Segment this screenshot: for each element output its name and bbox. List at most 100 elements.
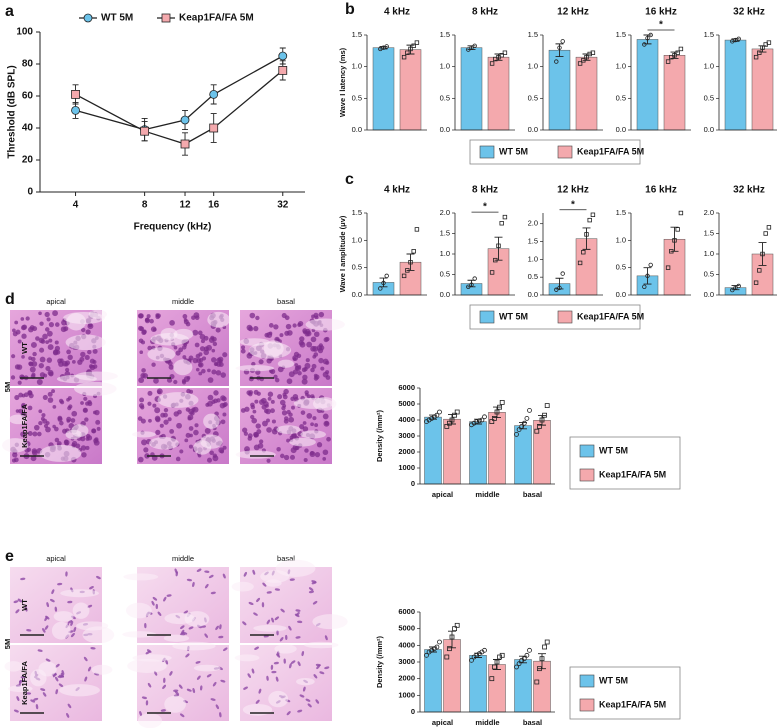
nucleus bbox=[298, 340, 304, 346]
data-point bbox=[648, 32, 653, 38]
data-point bbox=[411, 43, 416, 48]
data-point bbox=[499, 53, 504, 58]
histology-image bbox=[235, 388, 337, 464]
nucleus bbox=[35, 336, 40, 341]
nucleus bbox=[303, 366, 308, 372]
y-tick-label: 1.0 bbox=[528, 62, 538, 71]
nucleus bbox=[182, 355, 187, 359]
nucleus bbox=[240, 348, 246, 354]
bar bbox=[533, 420, 551, 485]
panel-label: c bbox=[345, 171, 354, 188]
nucleus bbox=[279, 333, 284, 338]
nucleus bbox=[289, 454, 295, 460]
nucleus bbox=[147, 682, 152, 688]
data-point bbox=[648, 262, 653, 268]
nucleus bbox=[48, 322, 55, 328]
nucleus bbox=[141, 368, 146, 373]
histology-image bbox=[10, 567, 115, 644]
nucleus bbox=[84, 417, 89, 422]
legend-swatch bbox=[557, 310, 573, 324]
legend-swatch bbox=[579, 444, 595, 458]
nucleus bbox=[16, 696, 20, 702]
data-point bbox=[452, 626, 458, 632]
data-point bbox=[557, 45, 562, 50]
error-bar bbox=[731, 38, 740, 42]
nucleus bbox=[246, 390, 252, 396]
nucleus bbox=[266, 458, 271, 463]
x-tick-label: basal bbox=[523, 490, 542, 499]
y-tick-label: 0.0 bbox=[440, 290, 450, 299]
nucleus bbox=[32, 351, 37, 357]
data-point bbox=[401, 273, 407, 279]
nucleus bbox=[216, 398, 221, 403]
nucleus bbox=[65, 571, 68, 577]
nucleus bbox=[39, 356, 46, 363]
tissue bbox=[71, 424, 89, 437]
data-point bbox=[497, 404, 503, 410]
nucleus bbox=[160, 412, 166, 418]
nucleus bbox=[21, 333, 27, 339]
bar bbox=[548, 49, 571, 131]
data-point bbox=[71, 106, 80, 115]
y-tick-label: 0.0 bbox=[616, 290, 626, 299]
nucleus bbox=[206, 344, 213, 351]
nucleus bbox=[308, 590, 315, 594]
legend-label: WT 5M bbox=[599, 675, 628, 685]
legend-marker bbox=[161, 13, 171, 23]
nucleus bbox=[301, 650, 305, 657]
data-point bbox=[209, 123, 219, 133]
nucleus bbox=[274, 588, 280, 591]
nucleus bbox=[14, 320, 19, 325]
data-point bbox=[590, 212, 596, 217]
nucleus bbox=[139, 397, 145, 403]
data-point bbox=[539, 656, 545, 662]
nucleus bbox=[88, 666, 92, 672]
legend-label: WT 5M bbox=[599, 445, 628, 455]
nucleus bbox=[285, 323, 292, 330]
data-point bbox=[534, 679, 540, 685]
nucleus bbox=[305, 358, 310, 363]
nucleus bbox=[142, 373, 149, 379]
data-point bbox=[669, 249, 674, 254]
nucleus bbox=[199, 333, 206, 340]
nucleus bbox=[282, 394, 288, 400]
data-point bbox=[537, 666, 542, 672]
nucleus bbox=[218, 635, 224, 639]
nucleus bbox=[294, 363, 299, 367]
tissue bbox=[305, 318, 345, 331]
nucleus bbox=[281, 313, 287, 319]
data-point bbox=[502, 50, 508, 55]
tissue bbox=[91, 664, 113, 675]
data-point bbox=[736, 36, 741, 41]
nucleus bbox=[306, 413, 313, 419]
nucleus bbox=[293, 351, 300, 357]
data-point bbox=[557, 285, 562, 291]
nucleus bbox=[23, 392, 29, 398]
nucleus bbox=[248, 601, 254, 605]
legend-label: Keap1FA/FA 5M bbox=[599, 699, 666, 709]
nucleus bbox=[152, 403, 157, 408]
nucleus bbox=[45, 658, 51, 662]
nucleus bbox=[169, 428, 175, 434]
nucleus bbox=[256, 429, 262, 435]
nucleus bbox=[249, 312, 256, 319]
nucleus bbox=[198, 371, 203, 376]
nucleus bbox=[188, 355, 194, 361]
nucleus bbox=[289, 578, 295, 581]
tissue bbox=[253, 624, 287, 632]
data-point bbox=[469, 282, 474, 287]
group-label: 5M bbox=[3, 382, 12, 392]
nucleus bbox=[221, 396, 227, 402]
nucleus bbox=[295, 636, 301, 639]
tissue bbox=[157, 392, 199, 408]
nucleus bbox=[183, 376, 190, 383]
nucleus bbox=[60, 672, 64, 678]
row-label: Keap1FA/FA bbox=[20, 661, 29, 705]
nucleus bbox=[155, 603, 158, 610]
nucleus bbox=[20, 317, 25, 321]
tissue bbox=[82, 626, 115, 644]
error-bar bbox=[493, 406, 501, 419]
nucleus bbox=[181, 380, 187, 385]
tissue bbox=[173, 359, 193, 376]
